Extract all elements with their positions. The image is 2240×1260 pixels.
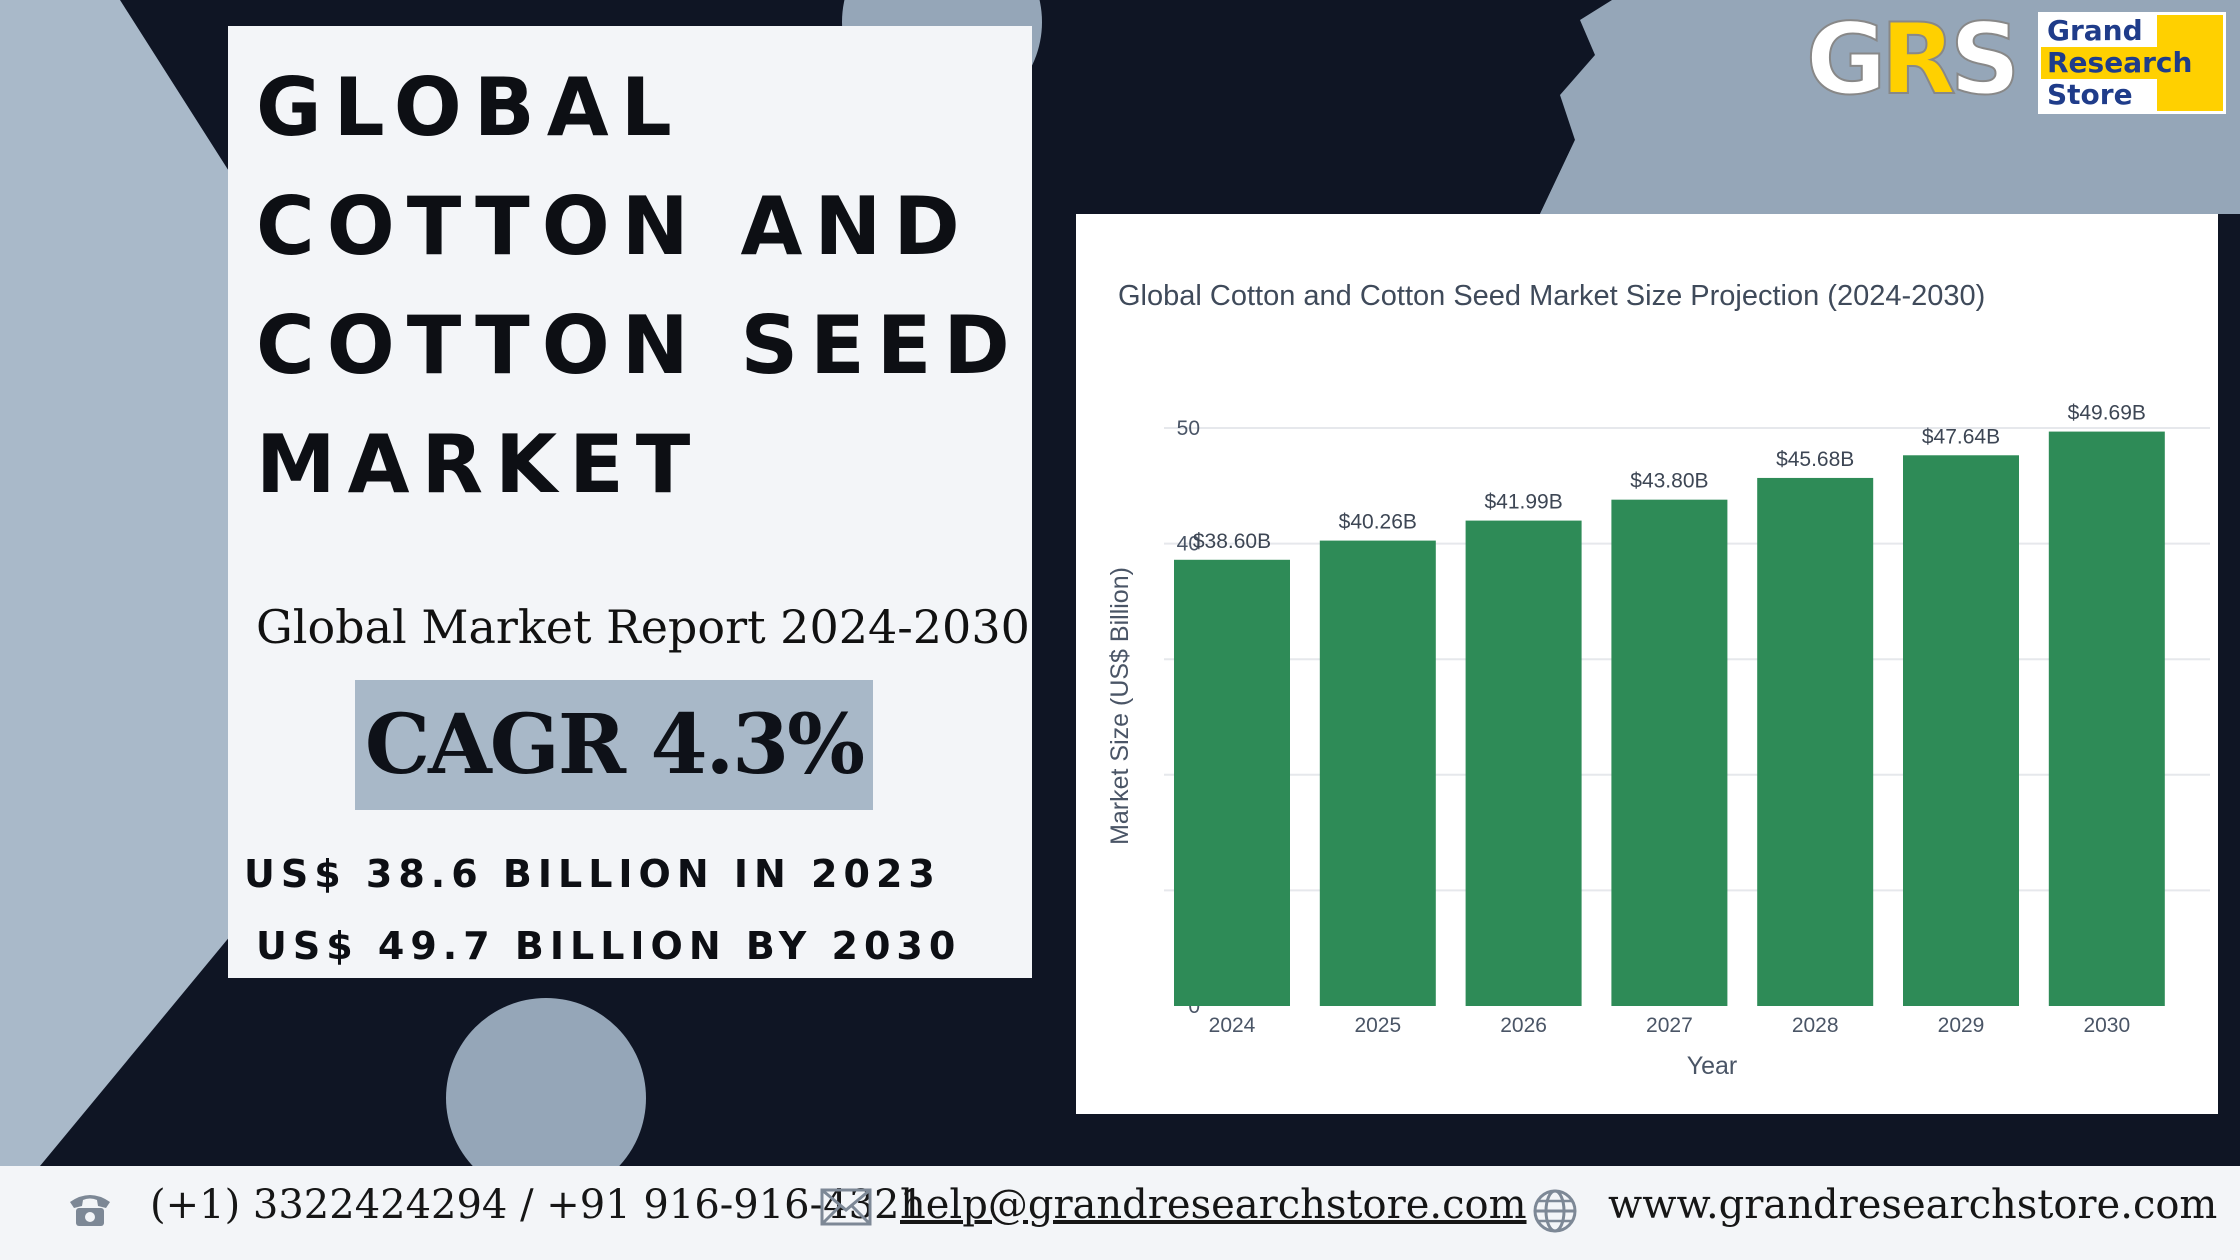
data-label: $40.26B [1339,511,1417,534]
bar-2028 [1757,477,1874,1006]
x-tick-label: 2030 [2083,1014,2130,1037]
logo-letter-g: G [1805,3,1888,117]
y-tick-label: 0 [1188,995,1200,1018]
market-size-2030: US$ 49.7 BILLION BY 2030 [256,924,962,968]
x-tick-label: 2026 [1500,1014,1547,1037]
chart-card: Global Cotton and Cotton Seed Market Siz… [1076,214,2218,1114]
website-link[interactable]: www.grandresearchstore.com [1608,1182,2218,1228]
logo-word-store: Store [2041,79,2157,111]
bar-chart: 01020304050$38.60B2024$40.26B2025$41.99B… [1106,402,2210,1080]
data-label: $38.60B [1193,530,1271,553]
y-tick-label: 40 [1177,533,1200,556]
market-size-2023: US$ 38.6 BILLION IN 2023 [244,852,941,896]
logo-letters: GRS [1805,7,2021,113]
x-tick-label: 2029 [1938,1014,1985,1037]
chart-title: Global Cotton and Cotton Seed Market Siz… [1118,280,1986,312]
y-tick-label: 50 [1177,417,1200,440]
title-card: GLOBAL COTTON AND COTTON SEED MARKET Glo… [228,26,1032,978]
report-title: GLOBAL COTTON AND COTTON SEED MARKET [256,61,1022,511]
contact-footer: (+1) 3322424294 / +91 916-916-4321 help@… [0,1166,2240,1260]
logo-word-research: Research [2047,46,2193,79]
envelope-icon [820,1188,872,1226]
phone-numbers[interactable]: (+1) 3322424294 / +91 916-916-4321 [150,1182,925,1228]
bar-2025 [1319,540,1436,1006]
brand-logo[interactable]: GRS Grand Research Store [1805,7,2226,114]
data-label: $43.80B [1630,470,1708,493]
data-label: $41.99B [1484,491,1562,514]
logo-word-grand: Grand [2041,15,2157,47]
bar-2027 [1611,499,1728,1006]
report-subtitle: Global Market Report 2024-2030 [256,600,1030,654]
bar-2030 [2048,431,2165,1006]
data-label: $49.69B [2068,402,2146,425]
data-label: $47.64B [1922,425,2000,448]
x-tick-label: 2027 [1646,1014,1693,1037]
logo-letter-r: R [1879,3,1957,117]
logo-wordmark: Grand Research Store [2038,12,2226,114]
email-link[interactable]: help@grandresearchstore.com [900,1182,1527,1228]
x-axis-title: Year [1687,1052,1738,1080]
x-tick-label: 2025 [1354,1014,1401,1037]
bar-2029 [1903,455,2019,1006]
bar-2024 [1174,559,1290,1006]
x-tick-label: 2028 [1792,1014,1839,1037]
cagr-badge: CAGR 4.3% [355,680,873,810]
telephone-icon [70,1195,110,1226]
x-tick-label: 2024 [1209,1014,1256,1037]
logo-letter-s: S [1949,3,2022,117]
data-label: $45.68B [1776,448,1854,471]
y-axis-title: Market Size (US$ Billion) [1106,567,1134,845]
bar-2026 [1465,520,1582,1006]
globe-icon [1533,1189,1577,1233]
